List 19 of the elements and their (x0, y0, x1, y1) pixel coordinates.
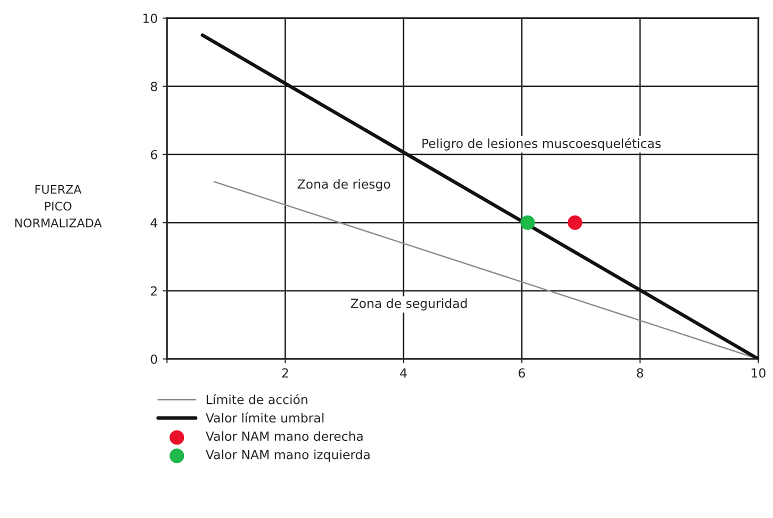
legend-label: Valor límite umbral (206, 412, 324, 423)
y-axis-title: FUERZA PICO NORMALIZADA (15, 185, 102, 228)
annotation: Zona de riesgo (298, 179, 390, 192)
y-tick-label: 4 (150, 218, 158, 228)
legend-label: Valor NAM mano izquierda (206, 450, 370, 462)
x-tick-label: 4 (400, 368, 407, 378)
x-tick-label: 8 (636, 368, 644, 378)
y-tick-label: 2 (150, 286, 157, 296)
x-tick-label: 2 (282, 368, 288, 378)
y-tick-label: 8 (150, 82, 158, 92)
y-tick-label: 0 (150, 354, 158, 364)
annotation: Peligro de lesiones muscoesqueléticas (422, 138, 661, 151)
x-tick-label: 6 (518, 368, 525, 378)
y-tick-label: 10 (143, 14, 158, 24)
x-tick-label: 10 (752, 368, 766, 378)
legend-label: Valor NAM mano derecha (206, 431, 363, 441)
annotation: Zona de seguridad (350, 298, 467, 310)
legend-label: Límite de acción (206, 394, 308, 404)
y-tick-label: 6 (150, 150, 158, 160)
